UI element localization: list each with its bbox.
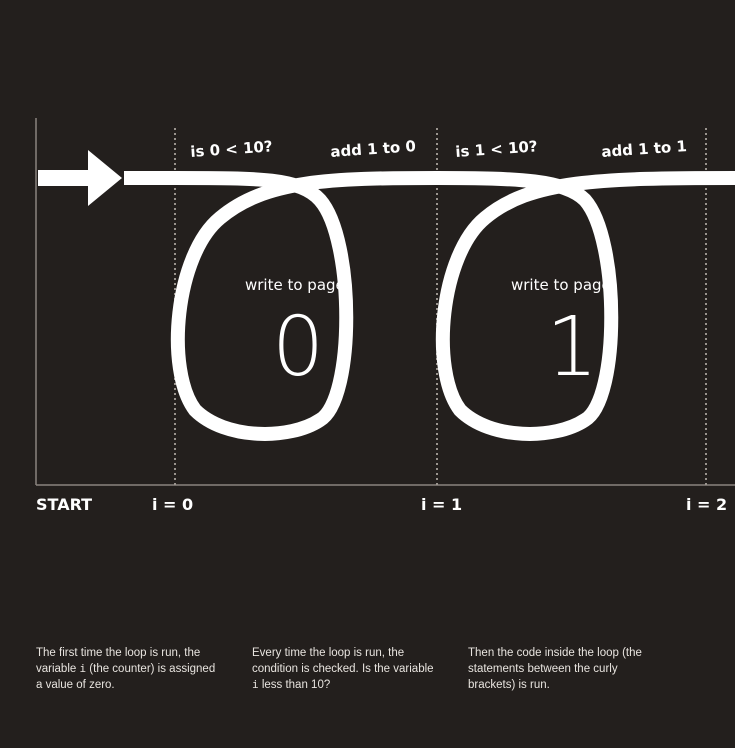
write-label-1: write to page: bbox=[245, 276, 350, 294]
output-value-2: 1 bbox=[546, 300, 599, 395]
marker-label-i0: i = 0 bbox=[152, 495, 194, 514]
caption-3: Then the code inside the loop (the state… bbox=[468, 647, 642, 691]
start-arrow-icon bbox=[38, 150, 122, 206]
loop-track bbox=[124, 170, 735, 441]
marker-label-i1: i = 1 bbox=[421, 495, 463, 514]
code-var-i: i bbox=[252, 678, 259, 691]
marker-label-i2: i = 2 bbox=[686, 495, 728, 514]
start-label: START bbox=[36, 495, 93, 514]
caption-1: The first time the loop is run, the vari… bbox=[36, 647, 216, 691]
output-value-1: 0 bbox=[272, 300, 325, 395]
code-var-i: i bbox=[79, 662, 87, 675]
write-label-2: write to page: bbox=[511, 276, 616, 294]
caption-2: Every time the loop is run, the conditio… bbox=[252, 647, 434, 691]
